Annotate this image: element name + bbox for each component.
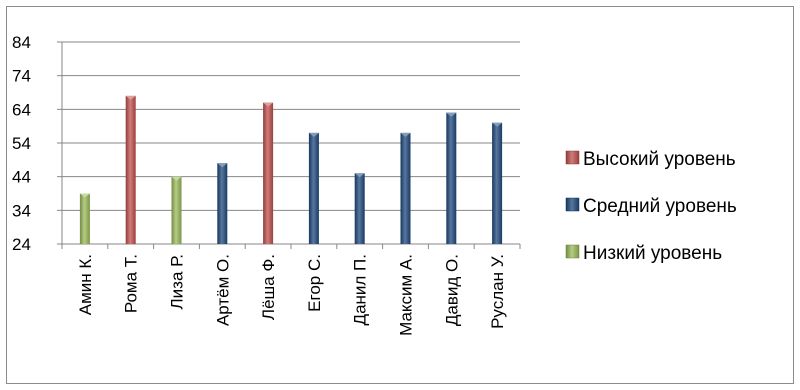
bar-cap <box>171 176 182 181</box>
legend-label: Высокий уровень <box>583 149 736 170</box>
bar-cap <box>263 102 274 107</box>
bar-cap <box>308 132 319 137</box>
y-tick-label: 84 <box>12 33 31 52</box>
bar-cap <box>492 122 503 127</box>
bar-cap <box>354 173 365 178</box>
x-category-label: Данил П. <box>351 254 370 325</box>
y-tick-label: 24 <box>12 235 31 254</box>
axes <box>61 42 521 249</box>
bar <box>446 112 457 244</box>
y-tick-label: 74 <box>12 67 31 86</box>
bar <box>400 132 411 244</box>
bar <box>79 193 90 244</box>
legend-swatch <box>565 150 580 165</box>
x-category-label: Руслан У. <box>488 254 507 329</box>
y-tick-label: 44 <box>12 168 31 187</box>
x-category-label: Давид О. <box>442 254 461 326</box>
y-tick-label: 34 <box>12 201 31 220</box>
y-tick-label: 54 <box>12 134 31 153</box>
x-category-label: Егор С. <box>305 254 324 312</box>
bar-cap <box>79 193 90 198</box>
bar-cap <box>400 132 411 137</box>
bar <box>217 163 228 244</box>
x-category-label: Лиза Р. <box>168 254 187 309</box>
x-category-label: Рома Т. <box>122 254 141 313</box>
legend: Высокий уровень Средний уровень Низкий уро… <box>565 149 737 264</box>
bar-cap <box>125 95 136 100</box>
bars <box>79 95 503 244</box>
bar <box>354 173 365 244</box>
bar-cap <box>446 112 457 117</box>
x-category-label: Артём О. <box>213 254 232 326</box>
bar <box>125 95 136 244</box>
legend-swatch <box>565 197 580 212</box>
bar-cap <box>217 163 228 168</box>
bar <box>263 102 274 244</box>
y-tick-label: 64 <box>12 100 31 119</box>
x-category-labels: Амин К. Рома Т. Лиза Р. Артём О. Лёша Ф. Егор… <box>76 254 507 336</box>
x-category-label: Амин К. <box>76 254 95 315</box>
bar <box>171 176 182 244</box>
legend-swatch <box>565 244 580 259</box>
bar <box>308 132 319 244</box>
bar <box>492 122 503 244</box>
chart-frame <box>6 6 794 384</box>
legend-label: Низкий уровень <box>583 243 722 264</box>
x-category-label: Максим А. <box>397 254 416 336</box>
x-category-label: Лёша Ф. <box>259 254 278 320</box>
y-tick-labels: 24 34 44 54 64 74 84 <box>12 33 31 254</box>
legend-label: Средний уровень <box>583 196 737 217</box>
